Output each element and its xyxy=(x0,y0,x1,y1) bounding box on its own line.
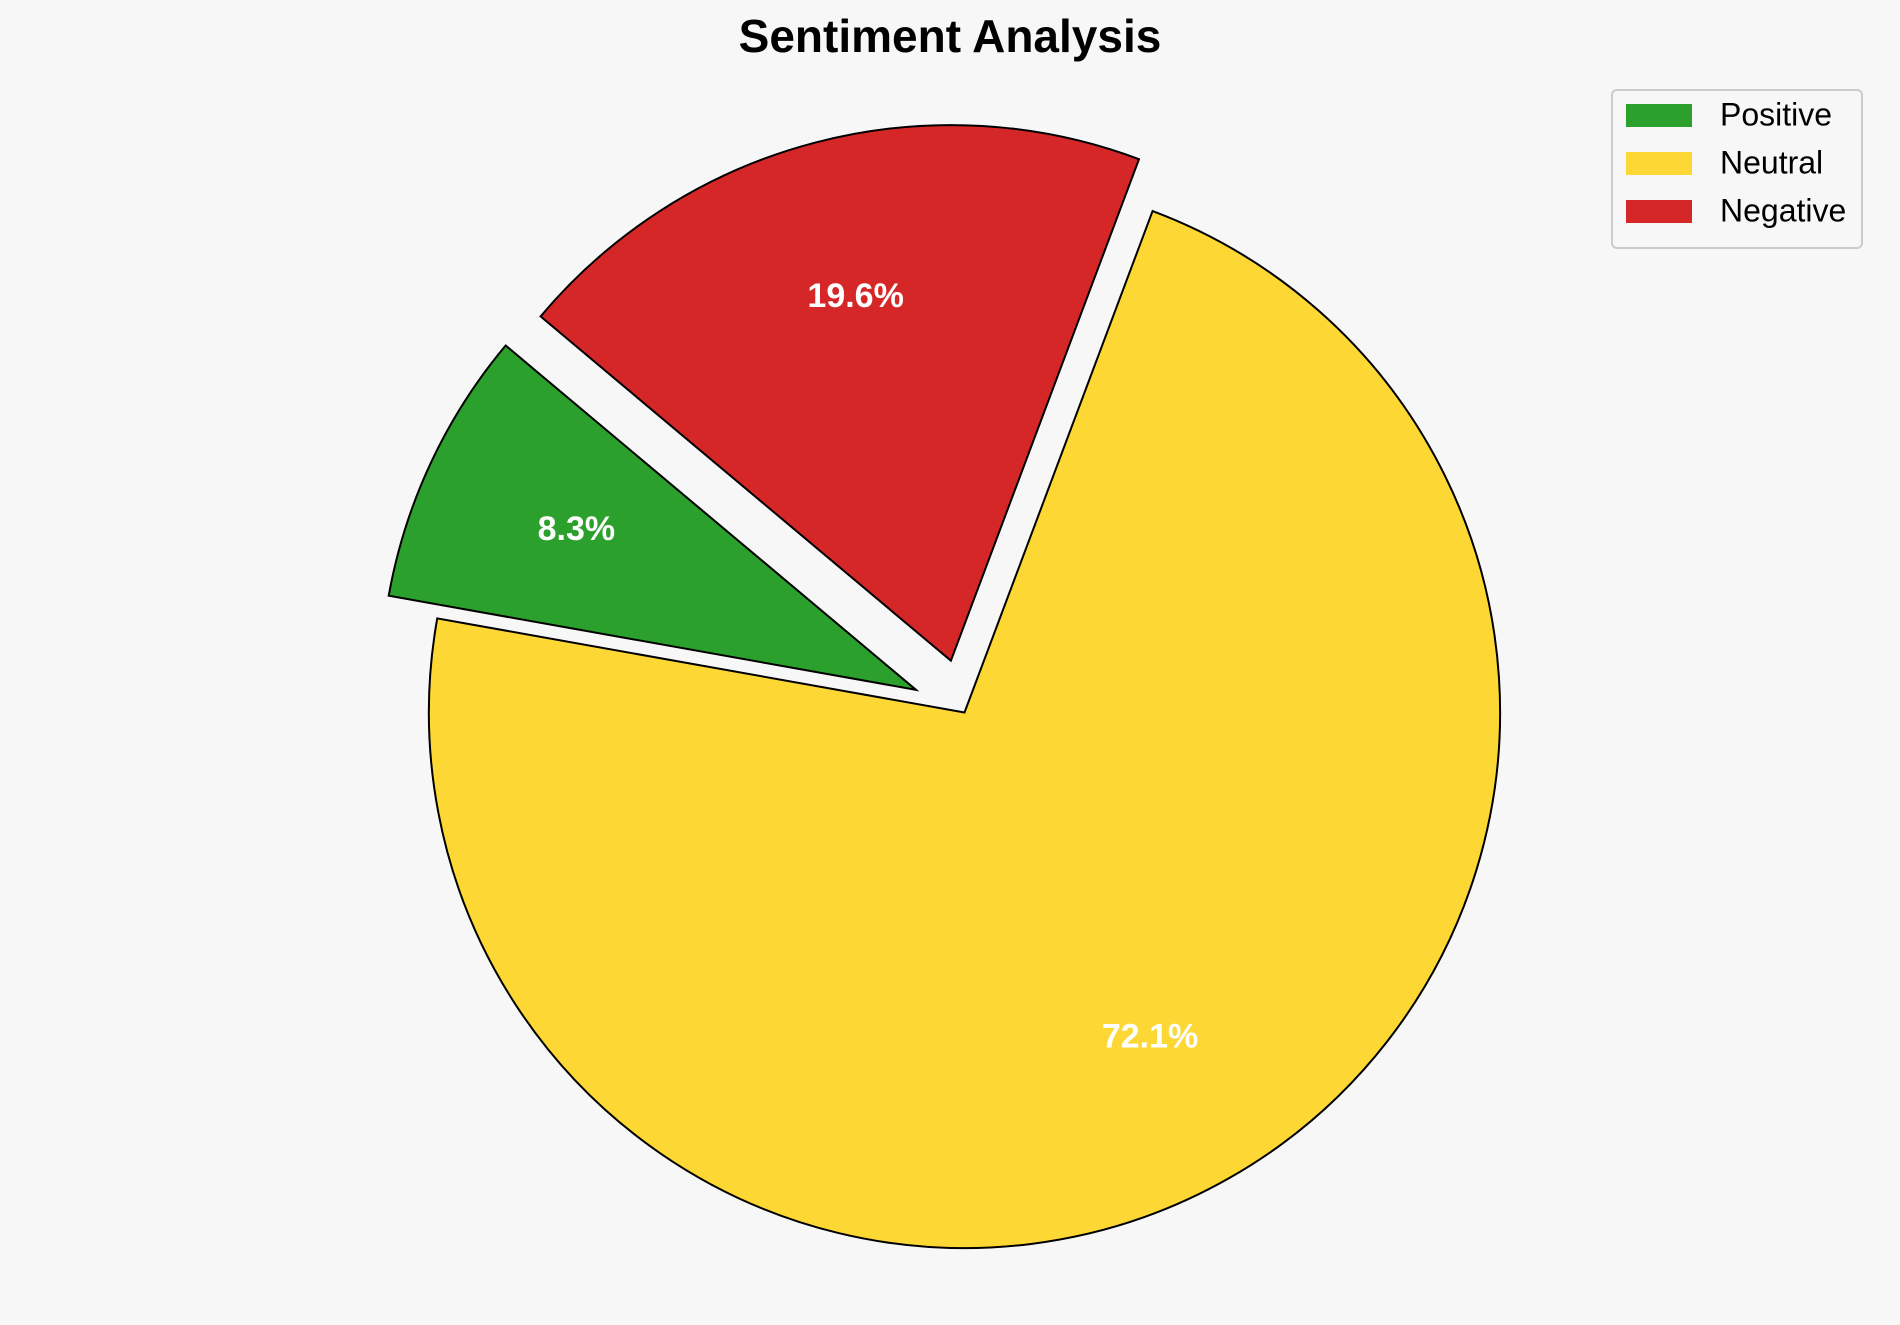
legend-swatch xyxy=(1626,104,1692,127)
chart-title: Sentiment Analysis xyxy=(739,10,1162,62)
legend-label: Positive xyxy=(1720,96,1832,132)
legend-swatch xyxy=(1626,152,1692,175)
slice-label: 19.6% xyxy=(807,277,903,315)
pie-slice xyxy=(427,209,1502,1250)
legend-label: Neutral xyxy=(1720,144,1823,180)
slice-label: 8.3% xyxy=(538,510,616,548)
slice-label: 72.1% xyxy=(1102,1017,1198,1055)
legend-swatch xyxy=(1626,200,1692,223)
pie-slice xyxy=(387,344,920,692)
legend-label: Negative xyxy=(1720,192,1846,228)
pie-slice xyxy=(539,124,1141,663)
